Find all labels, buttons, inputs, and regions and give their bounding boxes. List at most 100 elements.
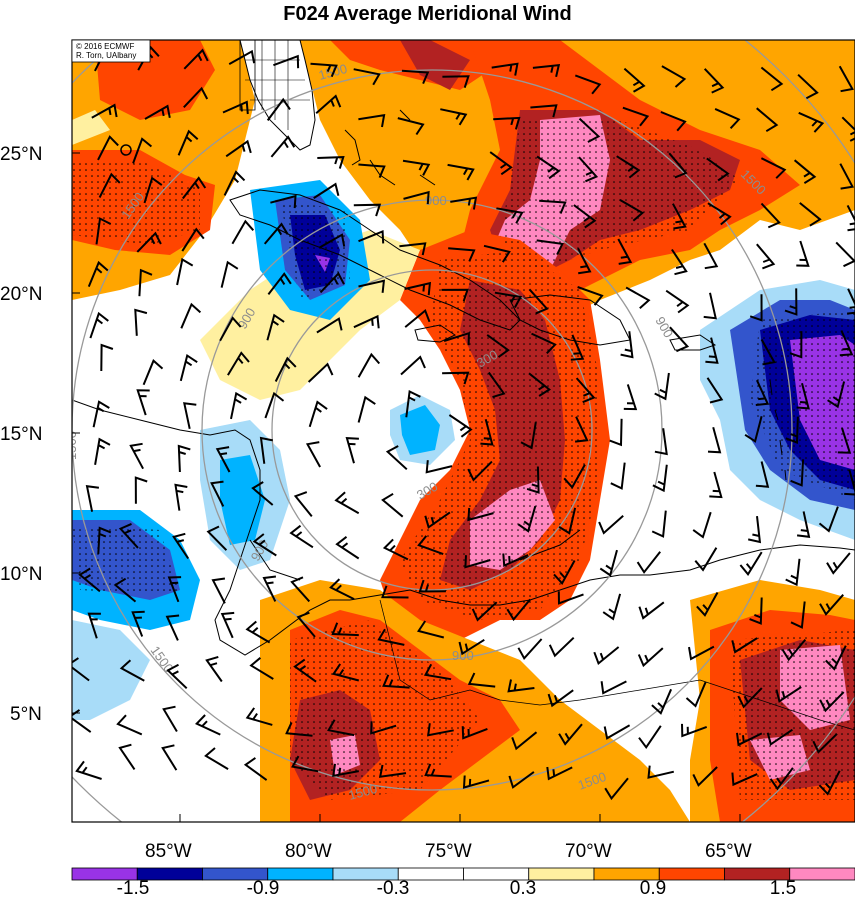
wind-barb	[760, 157, 787, 179]
wind-barb	[563, 464, 586, 490]
wind-barb	[818, 506, 839, 533]
wind-barb	[285, 721, 313, 737]
colorbar	[71, 867, 855, 881]
colorbar-cell	[528, 867, 595, 881]
wind-barb	[647, 765, 675, 779]
wind-barb	[404, 281, 432, 296]
wind-barb	[775, 686, 802, 703]
wind-barb	[243, 757, 268, 781]
wind-barb	[85, 485, 100, 512]
wind-barb	[358, 113, 386, 128]
wind-barb	[570, 334, 585, 361]
wind-barb	[496, 207, 524, 224]
wind-barb	[694, 547, 718, 572]
wind-barb	[705, 337, 719, 364]
wind-barb	[418, 579, 446, 593]
wind-barb	[491, 62, 519, 76]
wind-barb	[486, 334, 510, 358]
wind-barb	[228, 49, 256, 65]
wind-barb	[353, 203, 382, 217]
wind-barb	[526, 466, 540, 494]
wind-barb	[796, 382, 810, 410]
wind-barb	[161, 744, 178, 771]
wind-barb	[578, 117, 601, 143]
wind-barb	[578, 156, 599, 183]
wind-barb	[317, 156, 345, 169]
range-ring-300	[271, 269, 593, 591]
wind-barb	[245, 707, 273, 726]
colorbar-labels: -1.5 -0.9 -0.3 0.3 0.9 1.5	[117, 878, 797, 899]
wind-barb	[308, 400, 328, 428]
wind-barb	[381, 492, 404, 518]
ring-label: 1500	[347, 781, 379, 803]
wind-barb	[558, 507, 577, 535]
wind-barb	[417, 535, 444, 556]
wind-barb	[331, 663, 360, 682]
wind-barb	[180, 302, 202, 329]
wind-barb	[97, 135, 119, 161]
wind-barb	[739, 551, 763, 577]
longitude-labels: 85°W 80°W 75°W 70°W 65°W	[145, 841, 752, 862]
wind-barb	[769, 767, 794, 791]
wind-barb	[423, 663, 452, 681]
wind-barb	[313, 182, 340, 199]
colorbar-cell	[789, 867, 855, 881]
wind-barb	[113, 577, 137, 603]
wind-barb	[264, 391, 285, 419]
wind-barb	[222, 100, 249, 115]
wind-barb	[707, 202, 732, 226]
wind-barb	[480, 419, 494, 446]
wind-barb	[87, 612, 101, 639]
wind-barb	[837, 427, 852, 454]
wind-barb	[370, 721, 397, 735]
wind-barb	[97, 526, 112, 554]
wind-barb	[610, 462, 626, 490]
wind-barb	[539, 199, 567, 214]
wind-barb	[819, 691, 845, 713]
wind-barb	[604, 777, 629, 801]
wind-barb	[714, 107, 741, 129]
wind-barb	[195, 714, 221, 736]
colorbar-label: -1.5	[117, 878, 150, 899]
wind-barb	[382, 538, 409, 561]
wind-barb	[798, 111, 825, 133]
wind-barb	[532, 63, 561, 78]
wind-barb	[672, 203, 687, 230]
wind-barb	[357, 395, 376, 423]
wind-barb	[797, 73, 819, 100]
wind-barb	[177, 129, 199, 156]
wind-barb	[461, 726, 488, 740]
wind-barb	[785, 416, 799, 445]
wind-barb	[98, 172, 121, 198]
lon-label-65w: 65°W	[705, 841, 752, 862]
wind-barb	[251, 481, 274, 506]
wind-barb	[511, 731, 538, 751]
colorbar-label: -0.9	[247, 878, 280, 899]
wind-barb	[620, 331, 634, 359]
wind-barb	[206, 525, 228, 551]
wind-barb	[517, 505, 537, 533]
lat-label-10n: 10°N	[0, 564, 42, 585]
wind-barb	[609, 418, 623, 447]
ring-label: 1500	[64, 431, 79, 460]
wind-barb	[637, 647, 664, 668]
wind-barb	[399, 242, 427, 256]
wind-barb	[593, 646, 620, 666]
wind-barb	[781, 638, 807, 662]
wind-barb	[319, 271, 345, 294]
wind-barb	[183, 86, 209, 108]
wind-barb	[245, 620, 271, 644]
wind-barb	[129, 442, 144, 470]
wind-barb	[223, 170, 246, 196]
lat-label-25n: 25°N	[0, 144, 42, 165]
wind-barb	[464, 555, 491, 569]
wind-barb	[827, 381, 846, 409]
wind-barb	[812, 733, 838, 754]
wind-barb	[483, 244, 511, 263]
colorbar-label: -0.3	[377, 878, 410, 899]
wind-barb	[318, 233, 346, 249]
map-title: F024 Average Meridional Wind	[283, 3, 572, 25]
wind-barb	[789, 331, 803, 359]
wind-barb	[397, 117, 425, 136]
wind-barb	[520, 422, 537, 450]
